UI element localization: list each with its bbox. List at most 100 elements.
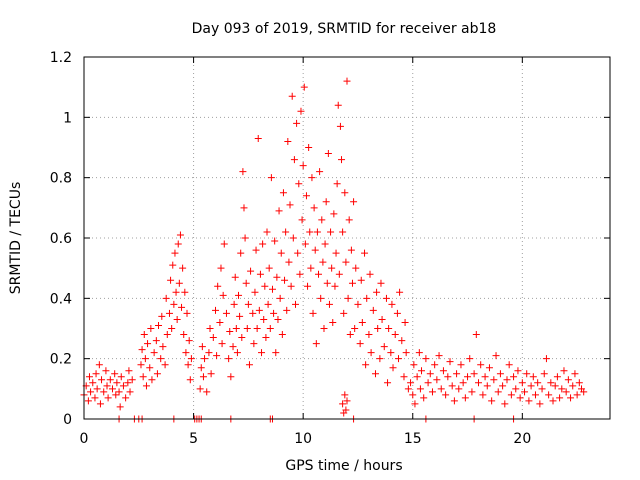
- data-point: [294, 249, 302, 257]
- data-point: [176, 231, 184, 239]
- data-point: [343, 77, 351, 85]
- data-point: [347, 246, 355, 254]
- data-point: [231, 273, 239, 281]
- data-point: [93, 385, 101, 393]
- data-point: [382, 294, 390, 302]
- data-point: [84, 397, 92, 405]
- data-point: [306, 228, 314, 236]
- data-point: [185, 337, 193, 345]
- data-point: [281, 276, 289, 284]
- data-point: [411, 400, 419, 408]
- data-point: [479, 391, 487, 399]
- data-points: [80, 77, 588, 423]
- data-point: [389, 364, 397, 372]
- data-point: [237, 249, 245, 257]
- data-point: [549, 397, 557, 405]
- data-point: [287, 282, 295, 290]
- data-point: [184, 361, 192, 369]
- data-point: [252, 246, 260, 254]
- data-point: [346, 331, 354, 339]
- data-point: [333, 180, 341, 188]
- data-point: [410, 361, 418, 369]
- data-point: [158, 312, 166, 320]
- data-point: [142, 382, 150, 390]
- data-point: [580, 388, 588, 396]
- data-point: [198, 343, 206, 351]
- data-point: [232, 325, 240, 332]
- data-point: [494, 388, 502, 396]
- data-point: [87, 388, 95, 396]
- data-point: [140, 331, 148, 339]
- data-point: [431, 361, 439, 369]
- data-point: [455, 385, 463, 393]
- data-point: [553, 373, 561, 381]
- data-point: [266, 325, 274, 332]
- data-point: [461, 394, 469, 402]
- data-point: [293, 119, 301, 127]
- data-point: [244, 300, 252, 308]
- data-point: [385, 325, 393, 332]
- data-point: [267, 174, 275, 182]
- data-point: [472, 331, 480, 339]
- data-point: [137, 361, 145, 369]
- data-point: [335, 270, 343, 278]
- data-point: [295, 180, 303, 188]
- data-point: [146, 364, 154, 372]
- data-point: [106, 376, 114, 384]
- data-point: [418, 367, 426, 375]
- data-point: [247, 267, 255, 275]
- data-point: [573, 391, 581, 399]
- data-point: [152, 337, 160, 345]
- data-point: [538, 385, 546, 393]
- data-point: [311, 246, 319, 254]
- data-point: [321, 240, 329, 248]
- data-point: [253, 325, 261, 332]
- data-point: [407, 379, 415, 387]
- data-point: [258, 349, 266, 357]
- data-point: [336, 122, 344, 130]
- data-point: [575, 379, 583, 387]
- data-point: [312, 340, 320, 348]
- data-point: [525, 397, 533, 405]
- data-point: [98, 376, 106, 384]
- data-point: [313, 228, 321, 236]
- data-point: [102, 367, 110, 375]
- data-point: [475, 379, 482, 387]
- data-point: [350, 198, 358, 206]
- data-point: [400, 373, 408, 381]
- y-tick-labels: 0 0.2 0.4 0.6 0.8 1 1.2: [50, 50, 72, 428]
- data-point: [301, 240, 309, 248]
- data-point: [226, 328, 234, 336]
- data-point: [186, 376, 194, 384]
- data-point: [183, 309, 191, 317]
- data-point: [380, 343, 388, 351]
- data-point: [126, 388, 134, 396]
- x-tick-label: 10: [294, 431, 312, 447]
- data-point: [371, 370, 379, 378]
- data-point: [466, 355, 474, 363]
- data-point: [182, 349, 190, 357]
- data-point: [264, 300, 272, 308]
- data-point: [395, 355, 403, 363]
- data-point: [351, 325, 359, 332]
- data-point: [545, 391, 553, 399]
- data-point: [117, 373, 125, 381]
- data-point: [329, 318, 337, 326]
- data-point: [91, 394, 99, 402]
- data-point: [302, 192, 310, 200]
- data-point: [285, 258, 293, 266]
- data-point: [327, 228, 335, 236]
- data-point: [558, 385, 566, 393]
- data-point: [250, 340, 258, 348]
- data-point: [428, 388, 436, 396]
- data-point: [505, 361, 513, 369]
- data-point: [529, 373, 537, 381]
- data-point: [227, 373, 235, 381]
- data-point: [128, 376, 136, 384]
- data-point: [317, 294, 325, 302]
- data-point: [103, 382, 111, 390]
- data-point: [435, 352, 443, 360]
- data-point: [167, 276, 175, 284]
- data-point: [249, 309, 257, 317]
- data-point: [187, 355, 195, 363]
